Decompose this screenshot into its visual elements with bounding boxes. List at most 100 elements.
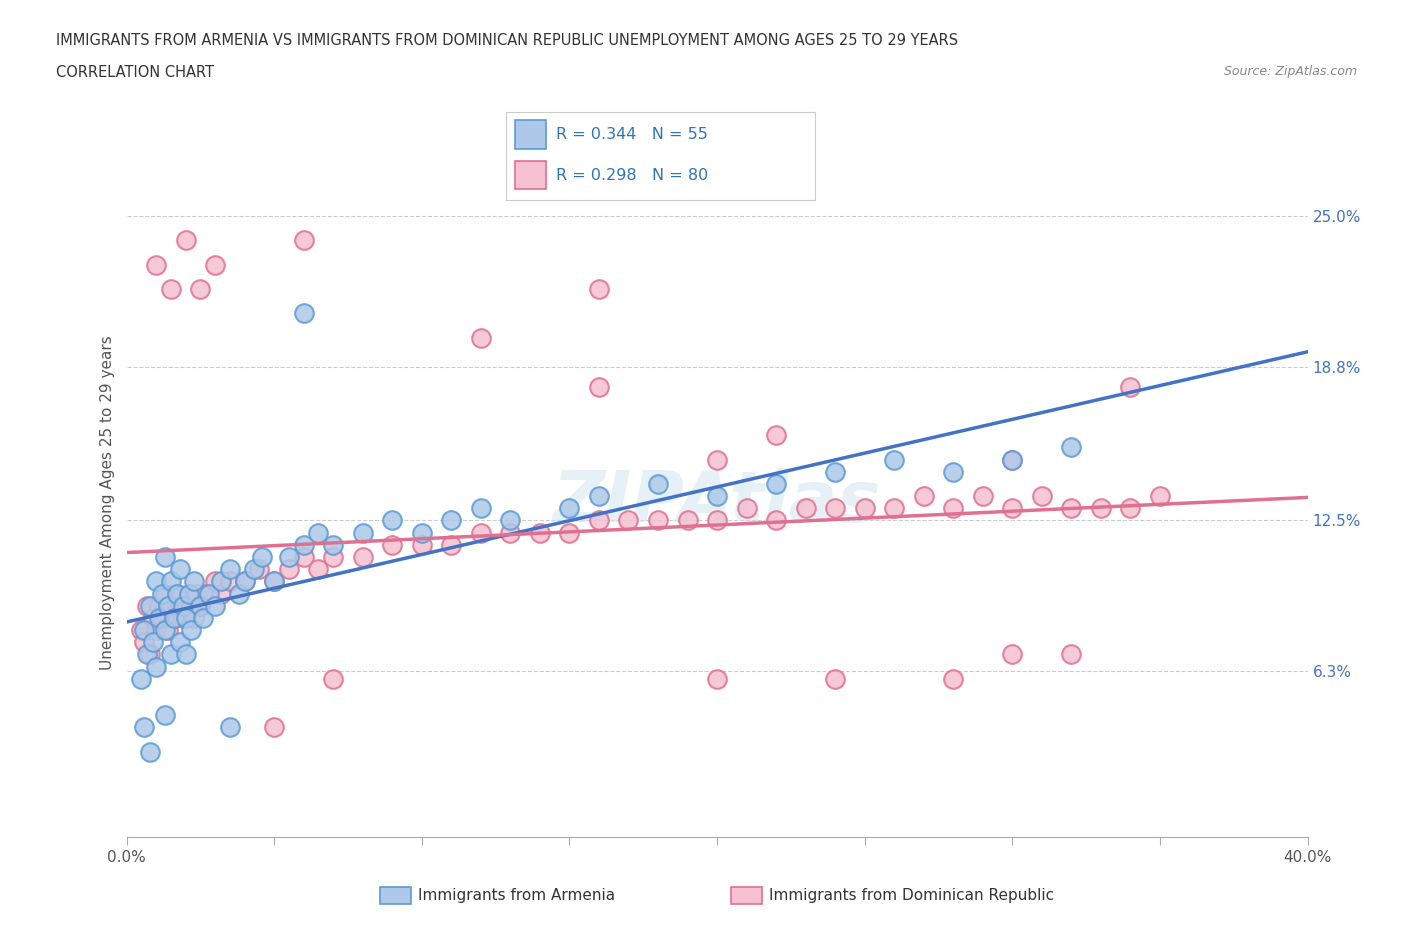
Point bbox=[233, 574, 256, 589]
Point bbox=[174, 233, 197, 248]
Point bbox=[765, 513, 787, 528]
Point bbox=[150, 586, 173, 601]
Point bbox=[1090, 501, 1112, 516]
Point bbox=[193, 610, 215, 625]
Point bbox=[942, 671, 965, 686]
Point bbox=[307, 525, 329, 540]
Point bbox=[169, 635, 191, 650]
Point bbox=[883, 501, 905, 516]
Point bbox=[172, 610, 194, 625]
Point bbox=[263, 720, 285, 735]
Point bbox=[153, 550, 176, 565]
Point bbox=[706, 671, 728, 686]
Point bbox=[1001, 452, 1024, 467]
Point bbox=[148, 598, 170, 613]
Point bbox=[153, 708, 176, 723]
Point bbox=[188, 598, 211, 613]
Point bbox=[252, 550, 274, 565]
Point bbox=[824, 464, 846, 479]
Text: Immigrants from Dominican Republic: Immigrants from Dominican Republic bbox=[769, 888, 1054, 903]
Y-axis label: Unemployment Among Ages 25 to 29 years: Unemployment Among Ages 25 to 29 years bbox=[100, 335, 115, 670]
Point bbox=[381, 538, 404, 552]
Text: ZIPAtlas: ZIPAtlas bbox=[553, 468, 882, 537]
Point bbox=[195, 586, 218, 601]
Point bbox=[558, 501, 581, 516]
Point bbox=[292, 550, 315, 565]
Text: R = 0.298   N = 80: R = 0.298 N = 80 bbox=[555, 167, 707, 182]
Point bbox=[322, 538, 344, 552]
Point bbox=[186, 586, 208, 601]
Point bbox=[1060, 440, 1083, 455]
Point bbox=[247, 562, 270, 577]
Point bbox=[1001, 647, 1024, 662]
Point bbox=[204, 598, 226, 613]
Point bbox=[139, 598, 162, 613]
Point bbox=[177, 586, 200, 601]
Point bbox=[169, 598, 191, 613]
Point bbox=[617, 513, 640, 528]
Point bbox=[166, 586, 188, 601]
Point bbox=[209, 586, 232, 601]
Point bbox=[676, 513, 699, 528]
Point bbox=[134, 720, 156, 735]
Point bbox=[204, 258, 226, 272]
Point bbox=[529, 525, 551, 540]
Point bbox=[322, 671, 344, 686]
Point bbox=[198, 586, 221, 601]
Point bbox=[204, 574, 226, 589]
Point bbox=[1001, 501, 1024, 516]
Point bbox=[647, 513, 669, 528]
Point bbox=[735, 501, 758, 516]
Point bbox=[588, 379, 610, 394]
Point bbox=[174, 598, 197, 613]
Point bbox=[263, 574, 285, 589]
Point bbox=[1031, 488, 1053, 503]
Point bbox=[156, 598, 179, 613]
Point bbox=[1001, 452, 1024, 467]
Point bbox=[163, 610, 186, 625]
Point bbox=[228, 586, 250, 601]
Point bbox=[233, 574, 256, 589]
Point bbox=[765, 428, 787, 443]
Point bbox=[942, 464, 965, 479]
Text: IMMIGRANTS FROM ARMENIA VS IMMIGRANTS FROM DOMINICAN REPUBLIC UNEMPLOYMENT AMONG: IMMIGRANTS FROM ARMENIA VS IMMIGRANTS FR… bbox=[56, 33, 959, 47]
Point bbox=[942, 501, 965, 516]
Point bbox=[219, 562, 242, 577]
Point bbox=[159, 574, 183, 589]
Point bbox=[1119, 501, 1142, 516]
Text: Immigrants from Armenia: Immigrants from Armenia bbox=[418, 888, 614, 903]
Point bbox=[150, 610, 173, 625]
Point bbox=[972, 488, 994, 503]
Point bbox=[209, 574, 232, 589]
Point bbox=[219, 574, 242, 589]
Point bbox=[381, 513, 404, 528]
Point bbox=[499, 525, 522, 540]
Point bbox=[912, 488, 935, 503]
Point bbox=[470, 525, 492, 540]
Point bbox=[148, 610, 170, 625]
Point bbox=[166, 586, 188, 601]
Point bbox=[352, 525, 374, 540]
Text: R = 0.344   N = 55: R = 0.344 N = 55 bbox=[555, 127, 707, 142]
Point bbox=[440, 538, 463, 552]
Point bbox=[145, 659, 167, 674]
Bar bbox=[516, 161, 547, 190]
Point bbox=[706, 513, 728, 528]
Point bbox=[174, 647, 197, 662]
Point bbox=[139, 744, 162, 759]
Point bbox=[292, 538, 315, 552]
Point bbox=[174, 610, 197, 625]
Point bbox=[1060, 647, 1083, 662]
Point bbox=[588, 282, 610, 297]
Point bbox=[706, 452, 728, 467]
Point bbox=[136, 598, 159, 613]
Point bbox=[588, 513, 610, 528]
Point bbox=[292, 306, 315, 321]
Point bbox=[242, 562, 264, 577]
Point bbox=[172, 598, 194, 613]
Point bbox=[411, 538, 433, 552]
Point bbox=[183, 574, 205, 589]
Point bbox=[180, 598, 202, 613]
Point bbox=[824, 501, 846, 516]
Point bbox=[188, 598, 211, 613]
